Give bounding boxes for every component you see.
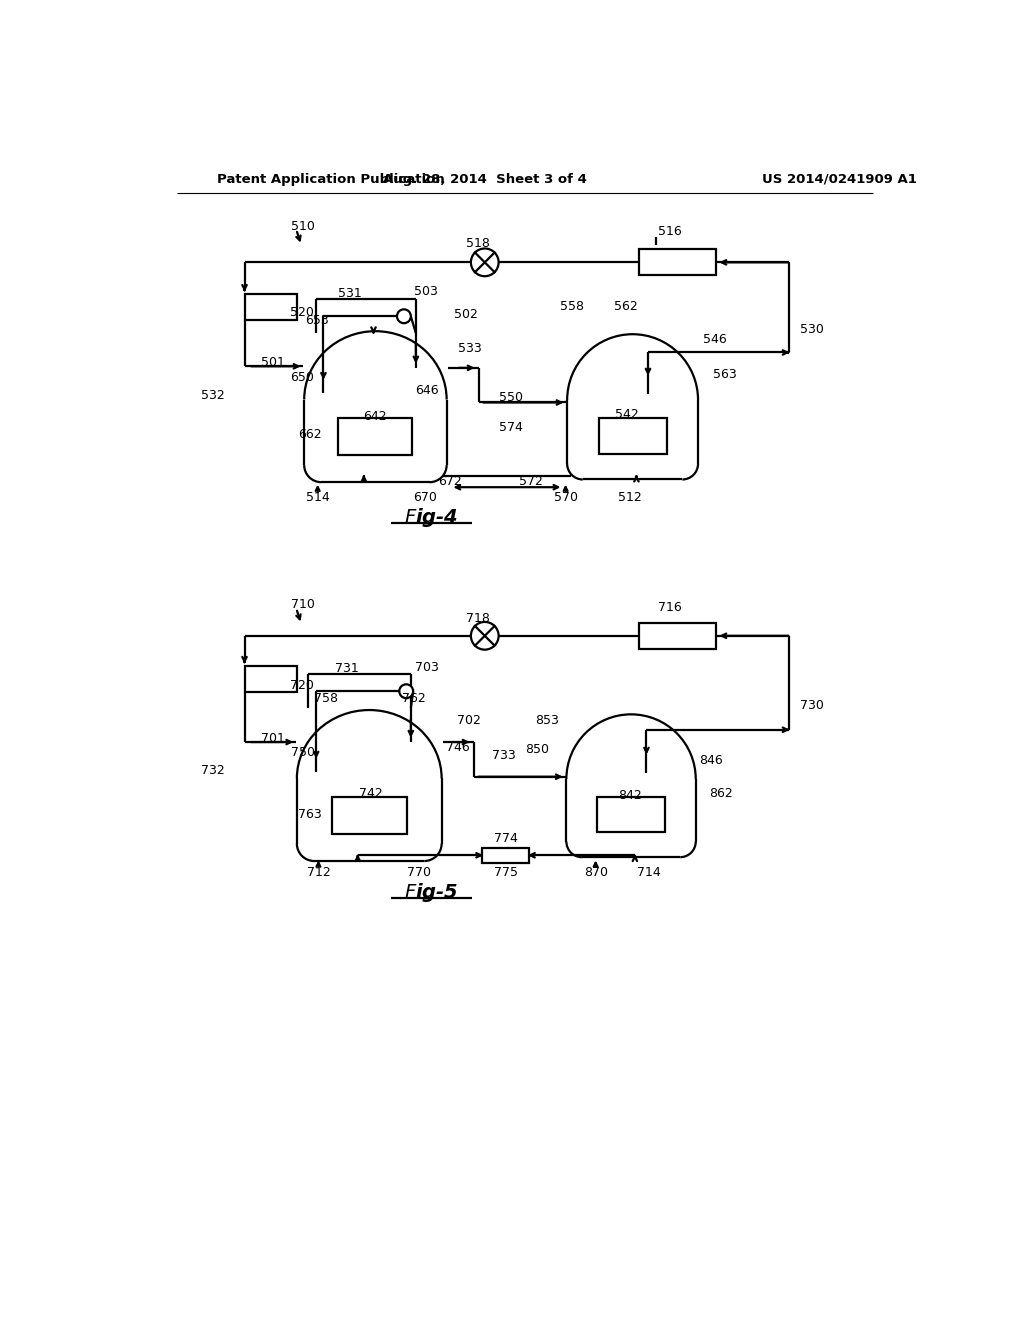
Text: 532: 532 [201,389,224,403]
Text: 775: 775 [494,866,517,879]
Text: 502: 502 [454,308,478,321]
Text: 546: 546 [702,333,726,346]
Text: 758: 758 [314,693,339,705]
Text: 716: 716 [658,601,682,614]
Text: 574: 574 [499,421,522,434]
Text: 853: 853 [535,714,559,727]
Text: 762: 762 [401,693,425,705]
Text: 702: 702 [457,714,481,727]
Text: 530: 530 [801,323,824,335]
Text: 742: 742 [359,787,383,800]
Bar [245,665,297,692]
Text: 516: 516 [658,224,682,238]
Bar [481,847,529,863]
Text: 770: 770 [407,866,430,879]
Text: Patent Application Publication: Patent Application Publication [217,173,444,186]
Text: 842: 842 [617,789,641,803]
Text: 533: 533 [458,342,481,355]
Text: 720: 720 [290,680,313,693]
Text: Aug. 28, 2014  Sheet 3 of 4: Aug. 28, 2014 Sheet 3 of 4 [383,173,587,186]
Text: 542: 542 [615,408,639,421]
Text: 653: 653 [305,314,330,326]
Text: 870: 870 [584,866,607,879]
Circle shape [397,309,411,323]
Text: 531: 531 [338,286,361,300]
Circle shape [471,622,499,649]
Text: 650: 650 [290,371,313,384]
Text: 714: 714 [637,866,660,879]
Text: 662: 662 [298,428,322,441]
Text: 572: 572 [519,475,543,488]
Text: 518: 518 [466,236,489,249]
Circle shape [471,248,499,276]
Text: 672: 672 [438,475,462,488]
Text: 763: 763 [298,808,323,821]
Text: 512: 512 [617,491,641,504]
Text: 850: 850 [524,743,549,756]
Text: 712: 712 [306,866,331,879]
Text: 774: 774 [494,832,517,845]
Text: 862: 862 [710,787,733,800]
Text: 550: 550 [499,391,522,404]
Text: 732: 732 [201,764,224,777]
Text: 501: 501 [261,356,285,370]
Text: 570: 570 [554,491,578,504]
Text: 562: 562 [614,300,638,313]
Text: $\mathit{F}$ig-4: $\mathit{F}$ig-4 [403,507,458,529]
Text: US 2014/0241909 A1: US 2014/0241909 A1 [762,173,916,186]
Bar [599,418,667,454]
Text: 520: 520 [290,306,313,319]
Text: $\mathit{F}$ig-5: $\mathit{F}$ig-5 [403,880,458,904]
Text: 563: 563 [714,367,737,380]
Text: 710: 710 [291,598,314,611]
Bar [338,418,413,455]
Text: 701: 701 [261,731,285,744]
Bar [332,796,407,834]
Circle shape [399,684,413,698]
Text: 731: 731 [335,663,358,676]
Text: 846: 846 [698,754,723,767]
Bar [639,623,716,649]
Bar [597,797,665,833]
Text: 730: 730 [801,698,824,711]
Text: 750: 750 [292,746,315,759]
Text: 733: 733 [493,748,516,762]
Text: 642: 642 [362,409,386,422]
Text: 503: 503 [414,285,438,298]
Bar [245,294,297,321]
Text: 558: 558 [560,300,585,313]
Text: 514: 514 [306,491,330,504]
Bar [639,249,716,276]
Text: 510: 510 [291,219,314,232]
Text: 746: 746 [445,741,469,754]
Text: 703: 703 [416,661,439,675]
Text: 670: 670 [413,491,436,504]
Text: 718: 718 [466,612,489,626]
Text: 646: 646 [415,384,438,397]
